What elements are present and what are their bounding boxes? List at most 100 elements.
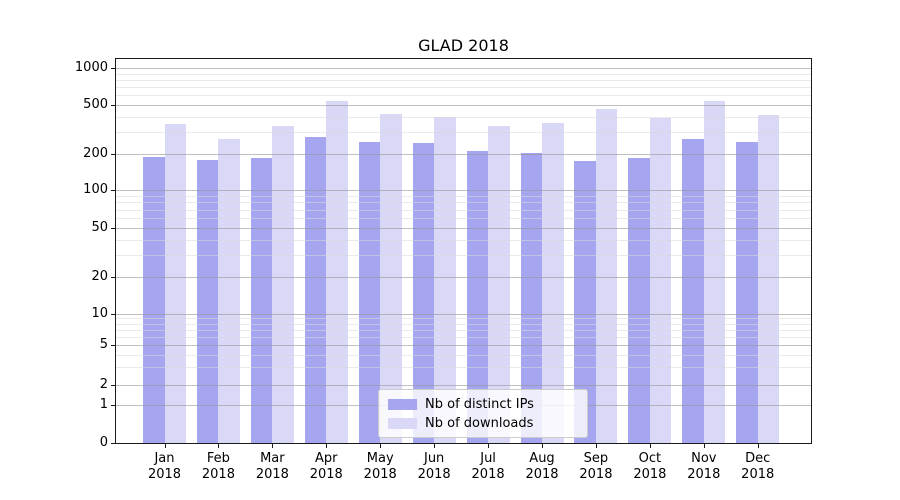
- bar-downloads: [488, 126, 510, 443]
- y-tick-label: 0: [99, 435, 108, 450]
- legend-item: Nb of downloads: [388, 416, 587, 431]
- x-tick-mark: [542, 444, 543, 448]
- x-tick-mark: [380, 444, 382, 448]
- x-tick-year: 2018: [687, 467, 721, 482]
- y-gridline-minor: [116, 239, 811, 241]
- bar-distinct-ips: [736, 141, 758, 443]
- y-gridline-minor: [116, 73, 811, 75]
- x-tick-year: 2018: [309, 467, 343, 482]
- bar-distinct-ips: [358, 142, 381, 443]
- x-tick-mark: [164, 444, 166, 448]
- x-tick-month: Oct: [638, 451, 662, 466]
- x-tick-year: 2018: [255, 467, 289, 482]
- y-gridline-minor: [116, 86, 811, 88]
- x-tick-year: 2018: [633, 467, 667, 482]
- bar-distinct-ips: [466, 150, 489, 443]
- bar-downloads: [272, 126, 294, 443]
- legend-label: Nb of downloads: [425, 415, 534, 431]
- x-tick-label: Oct 2018: [618, 451, 682, 483]
- x-tick-month: Sep: [583, 451, 609, 466]
- x-tick-label: May 2018: [348, 451, 412, 483]
- y-tick-label: 500: [83, 96, 108, 112]
- y-gridline-minor: [116, 132, 811, 134]
- bar-distinct-ips: [143, 156, 165, 443]
- y-gridline-major: [116, 104, 811, 106]
- bar-downloads: [326, 101, 348, 443]
- x-tick-mark: [649, 444, 651, 448]
- y-gridline-major: [116, 313, 811, 315]
- y-tick-mark: [111, 154, 116, 155]
- y-tick-label: 2: [99, 376, 108, 392]
- x-tick-label: Mar 2018: [240, 451, 304, 483]
- x-tick-label: Sep 2018: [564, 451, 628, 483]
- bar-distinct-ips: [304, 136, 327, 443]
- x-tick-year: 2018: [741, 467, 775, 482]
- bar-downloads: [757, 114, 780, 443]
- y-gridline-minor: [116, 218, 811, 219]
- legend-item: Nb of distinct IPs: [388, 397, 587, 412]
- x-tick-mark: [434, 444, 436, 448]
- legend-swatch-distinct-ips: [388, 398, 417, 410]
- y-tick-mark: [111, 384, 116, 386]
- x-tick-label: Jan 2018: [133, 451, 197, 483]
- x-tick-label: Jul 2018: [456, 451, 520, 483]
- x-tick-mark: [326, 444, 328, 448]
- y-gridline-minor: [116, 255, 811, 257]
- x-tick-mark: [595, 444, 597, 448]
- y-gridline-major: [116, 68, 811, 69]
- y-gridline-minor: [116, 329, 811, 331]
- y-tick-label: 1: [99, 396, 108, 412]
- x-tick-mark: [272, 444, 274, 448]
- y-gridline-minor: [116, 336, 811, 338]
- bar-downloads: [434, 116, 456, 443]
- y-tick-label: 10: [91, 305, 108, 321]
- y-gridline-minor: [116, 202, 811, 204]
- x-tick-mark: [703, 444, 705, 448]
- y-tick-label: 200: [83, 146, 108, 161]
- x-tick-month: Mar: [260, 451, 285, 466]
- legend-swatch-downloads: [388, 417, 417, 429]
- y-tick-mark: [111, 104, 116, 106]
- bar-distinct-ips: [682, 138, 704, 443]
- y-gridline-minor: [116, 116, 811, 118]
- bar-downloads: [649, 117, 672, 443]
- x-tick-month: Nov: [691, 451, 717, 466]
- x-tick-year: 2018: [363, 467, 397, 482]
- y-gridline-major: [116, 228, 811, 229]
- y-tick-mark: [111, 228, 116, 229]
- y-tick-label: 5: [99, 337, 108, 352]
- x-tick-month: Dec: [745, 451, 771, 466]
- x-tick-year: 2018: [525, 467, 559, 482]
- y-tick-label: 100: [83, 182, 108, 197]
- y-gridline-major: [116, 345, 811, 346]
- x-tick-label: Jun 2018: [402, 451, 466, 483]
- bar-distinct-ips: [520, 153, 542, 443]
- y-gridline-minor: [116, 367, 811, 369]
- y-tick-mark: [111, 313, 116, 315]
- bar-downloads: [542, 123, 564, 443]
- y-gridline-minor: [116, 209, 811, 211]
- bar-distinct-ips: [628, 157, 650, 443]
- y-gridline-minor: [116, 318, 811, 320]
- y-gridline-minor: [116, 354, 811, 356]
- x-tick-label: Aug 2018: [510, 451, 574, 483]
- y-tick-mark: [111, 190, 116, 191]
- bar-downloads: [164, 124, 186, 443]
- plot-area: [115, 58, 812, 444]
- x-tick-label: Nov 2018: [672, 451, 736, 483]
- x-tick-year: 2018: [579, 467, 613, 482]
- x-tick-month: Apr: [315, 451, 338, 466]
- x-tick-month: Jan: [154, 451, 175, 466]
- y-tick-mark: [111, 443, 116, 444]
- legend: Nb of distinct IPs Nb of downloads: [378, 389, 588, 438]
- y-gridline-major: [116, 276, 811, 278]
- y-gridline-major: [116, 154, 811, 155]
- x-tick-mark: [757, 444, 759, 448]
- y-tick-label: 50: [91, 220, 108, 235]
- y-tick-mark: [111, 345, 116, 346]
- x-tick-month: Aug: [529, 451, 555, 466]
- y-gridline-minor: [116, 195, 811, 197]
- bar-distinct-ips: [196, 160, 219, 443]
- bar-downloads: [703, 101, 726, 443]
- x-tick-year: 2018: [471, 467, 505, 482]
